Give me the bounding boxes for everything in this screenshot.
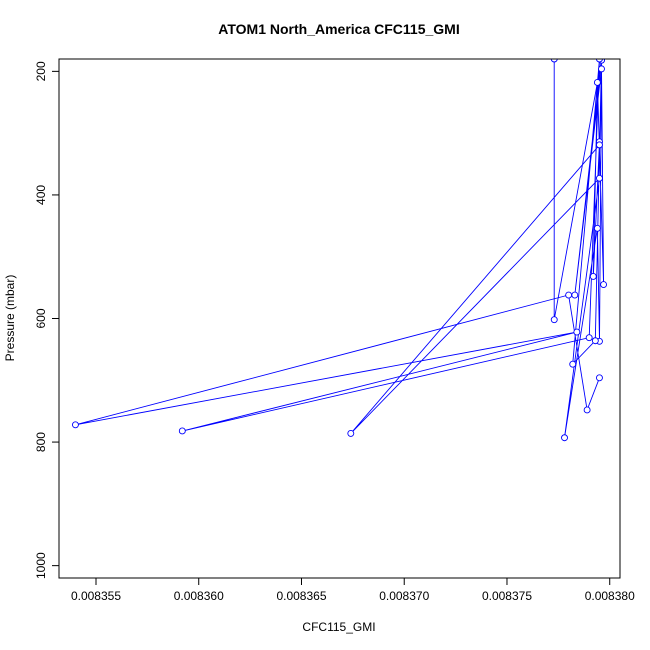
x-tick-label: 0.008380 — [585, 589, 635, 603]
data-point — [550, 59, 558, 63]
y-tick-label: 1000 — [34, 552, 48, 579]
data-point — [71, 421, 79, 429]
x-axis-label: CFC115_GMI — [302, 620, 375, 634]
data-point — [178, 427, 186, 435]
data-point — [591, 337, 599, 345]
data-point — [593, 79, 601, 86]
data-point — [593, 224, 601, 232]
data-point — [596, 141, 603, 149]
x-tick-label: 0.008375 — [482, 589, 532, 603]
series-layer — [71, 59, 608, 442]
data-point — [596, 374, 603, 382]
y-tick-label: 800 — [34, 432, 48, 452]
y-tick-label: 200 — [34, 61, 48, 81]
y-axis: 200 400 600 800 1000 — [34, 61, 60, 579]
x-tick-label: 0.008360 — [174, 589, 224, 603]
data-point — [347, 429, 355, 437]
x-tick-label: 0.008355 — [71, 589, 121, 603]
plot-frame — [58, 58, 621, 579]
data-point — [573, 328, 581, 336]
data-point — [585, 334, 593, 342]
data-point — [598, 65, 605, 73]
x-axis: 0.008355 0.008360 0.008365 0.008370 0.008375… — [71, 577, 635, 603]
chart-title: ATOM1 North_America CFC115_GMI — [218, 21, 459, 37]
x-tick-label: 0.008370 — [379, 589, 429, 603]
y-tick-label: 600 — [34, 308, 48, 328]
data-point — [550, 316, 558, 324]
data-point — [569, 360, 577, 368]
data-point — [565, 291, 573, 299]
data-point — [561, 434, 568, 442]
y-axis-label: Pressure (mbar) — [3, 275, 17, 362]
data-point — [596, 59, 603, 63]
series-line — [75, 59, 605, 438]
data-point — [589, 273, 597, 280]
data-point — [571, 291, 579, 299]
data-point — [600, 281, 608, 288]
x-tick-label: 0.008365 — [276, 589, 326, 603]
y-tick-label: 400 — [34, 185, 48, 205]
data-point — [596, 174, 603, 182]
data-point — [583, 406, 591, 414]
